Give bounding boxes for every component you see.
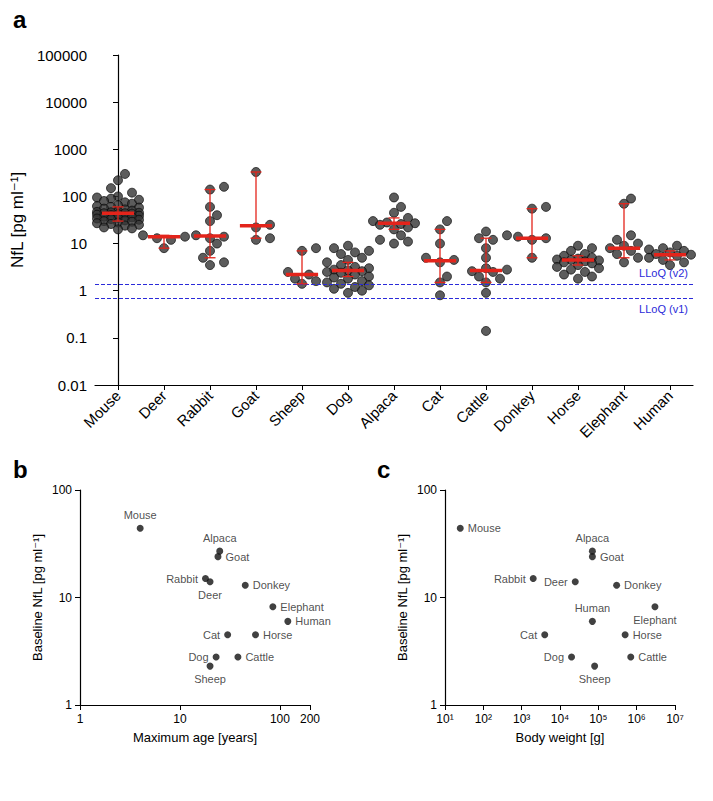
svg-text:1: 1: [430, 698, 437, 712]
svg-text:10⁷: 10⁷: [666, 712, 684, 726]
svg-text:0.1: 0.1: [66, 329, 87, 346]
svg-text:10¹: 10¹: [436, 712, 453, 726]
svg-text:100000: 100000: [37, 47, 87, 64]
svg-text:1: 1: [79, 282, 87, 299]
svg-text:Dog: Dog: [188, 651, 208, 663]
svg-text:Human: Human: [630, 387, 676, 433]
svg-text:Rabbit: Rabbit: [173, 386, 216, 429]
svg-text:Sheep: Sheep: [579, 673, 611, 685]
svg-text:Goat: Goat: [600, 551, 624, 563]
svg-text:Cat: Cat: [417, 386, 446, 415]
svg-text:10000: 10000: [45, 94, 87, 111]
svg-text:Donkey: Donkey: [253, 579, 291, 591]
svg-text:10³: 10³: [513, 712, 530, 726]
svg-text:c: c: [377, 456, 390, 483]
svg-text:Cattle: Cattle: [245, 651, 274, 663]
svg-text:100: 100: [62, 188, 87, 205]
svg-text:a: a: [13, 6, 27, 33]
svg-text:Horse: Horse: [633, 629, 662, 641]
svg-text:Rabbit: Rabbit: [166, 573, 198, 585]
svg-text:100: 100: [52, 483, 72, 497]
svg-text:Donkey: Donkey: [624, 579, 662, 591]
svg-text:Deer: Deer: [135, 387, 170, 422]
svg-text:LLoQ (v1): LLoQ (v1): [639, 303, 688, 315]
svg-text:Mouse: Mouse: [80, 387, 124, 431]
svg-text:b: b: [13, 456, 28, 483]
svg-text:10: 10: [59, 591, 73, 605]
svg-text:200: 200: [300, 712, 320, 726]
svg-text:Alpaca: Alpaca: [356, 387, 401, 432]
svg-text:Goat: Goat: [227, 386, 263, 422]
svg-text:100: 100: [417, 483, 437, 497]
svg-text:Human: Human: [575, 602, 610, 614]
svg-text:1: 1: [65, 698, 72, 712]
svg-text:Elephant: Elephant: [576, 386, 630, 440]
svg-text:Human: Human: [295, 615, 330, 627]
svg-text:Goat: Goat: [225, 551, 249, 563]
svg-text:Alpaca: Alpaca: [576, 532, 611, 544]
svg-text:Donkey: Donkey: [490, 387, 538, 435]
svg-text:Maximum age [years]: Maximum age [years]: [133, 730, 257, 745]
svg-text:10: 10: [70, 235, 87, 252]
svg-text:Elephant: Elephant: [280, 601, 323, 613]
svg-text:Dog: Dog: [323, 387, 354, 418]
svg-text:100: 100: [270, 712, 290, 726]
svg-text:Horse: Horse: [263, 629, 292, 641]
svg-text:Cat: Cat: [203, 629, 220, 641]
svg-text:Cat: Cat: [520, 629, 537, 641]
svg-text:LLoQ (v2): LLoQ (v2): [639, 267, 688, 279]
svg-text:Elephant: Elephant: [633, 614, 676, 626]
svg-text:1000: 1000: [54, 141, 87, 158]
svg-text:Sheep: Sheep: [194, 673, 226, 685]
svg-text:10²: 10²: [475, 712, 492, 726]
svg-text:Cattle: Cattle: [638, 651, 667, 663]
svg-text:Deer: Deer: [544, 576, 568, 588]
svg-text:10⁶: 10⁶: [628, 712, 646, 726]
svg-text:10⁴: 10⁴: [551, 712, 570, 726]
svg-text:Horse: Horse: [544, 387, 584, 427]
svg-text:Cattle: Cattle: [452, 387, 492, 427]
svg-text:Body weight [g]: Body weight [g]: [516, 730, 605, 745]
svg-text:10: 10: [424, 591, 438, 605]
svg-text:10⁵: 10⁵: [589, 712, 607, 726]
svg-text:Alpaca: Alpaca: [203, 532, 238, 544]
svg-text:NfL [pg ml⁻¹]: NfL [pg ml⁻¹]: [8, 172, 27, 268]
svg-text:10: 10: [173, 712, 187, 726]
svg-text:Dog: Dog: [544, 651, 564, 663]
svg-text:Mouse: Mouse: [124, 509, 157, 521]
svg-text:Sheep: Sheep: [265, 387, 308, 430]
svg-text:0.01: 0.01: [58, 377, 87, 394]
svg-text:Baseline NfL [pg ml⁻¹]: Baseline NfL [pg ml⁻¹]: [30, 534, 45, 661]
svg-text:1: 1: [77, 712, 84, 726]
svg-text:Deer: Deer: [198, 589, 222, 601]
svg-text:Mouse: Mouse: [468, 522, 501, 534]
svg-text:Rabbit: Rabbit: [494, 573, 526, 585]
svg-text:Baseline NfL [pg ml⁻¹]: Baseline NfL [pg ml⁻¹]: [395, 534, 410, 661]
